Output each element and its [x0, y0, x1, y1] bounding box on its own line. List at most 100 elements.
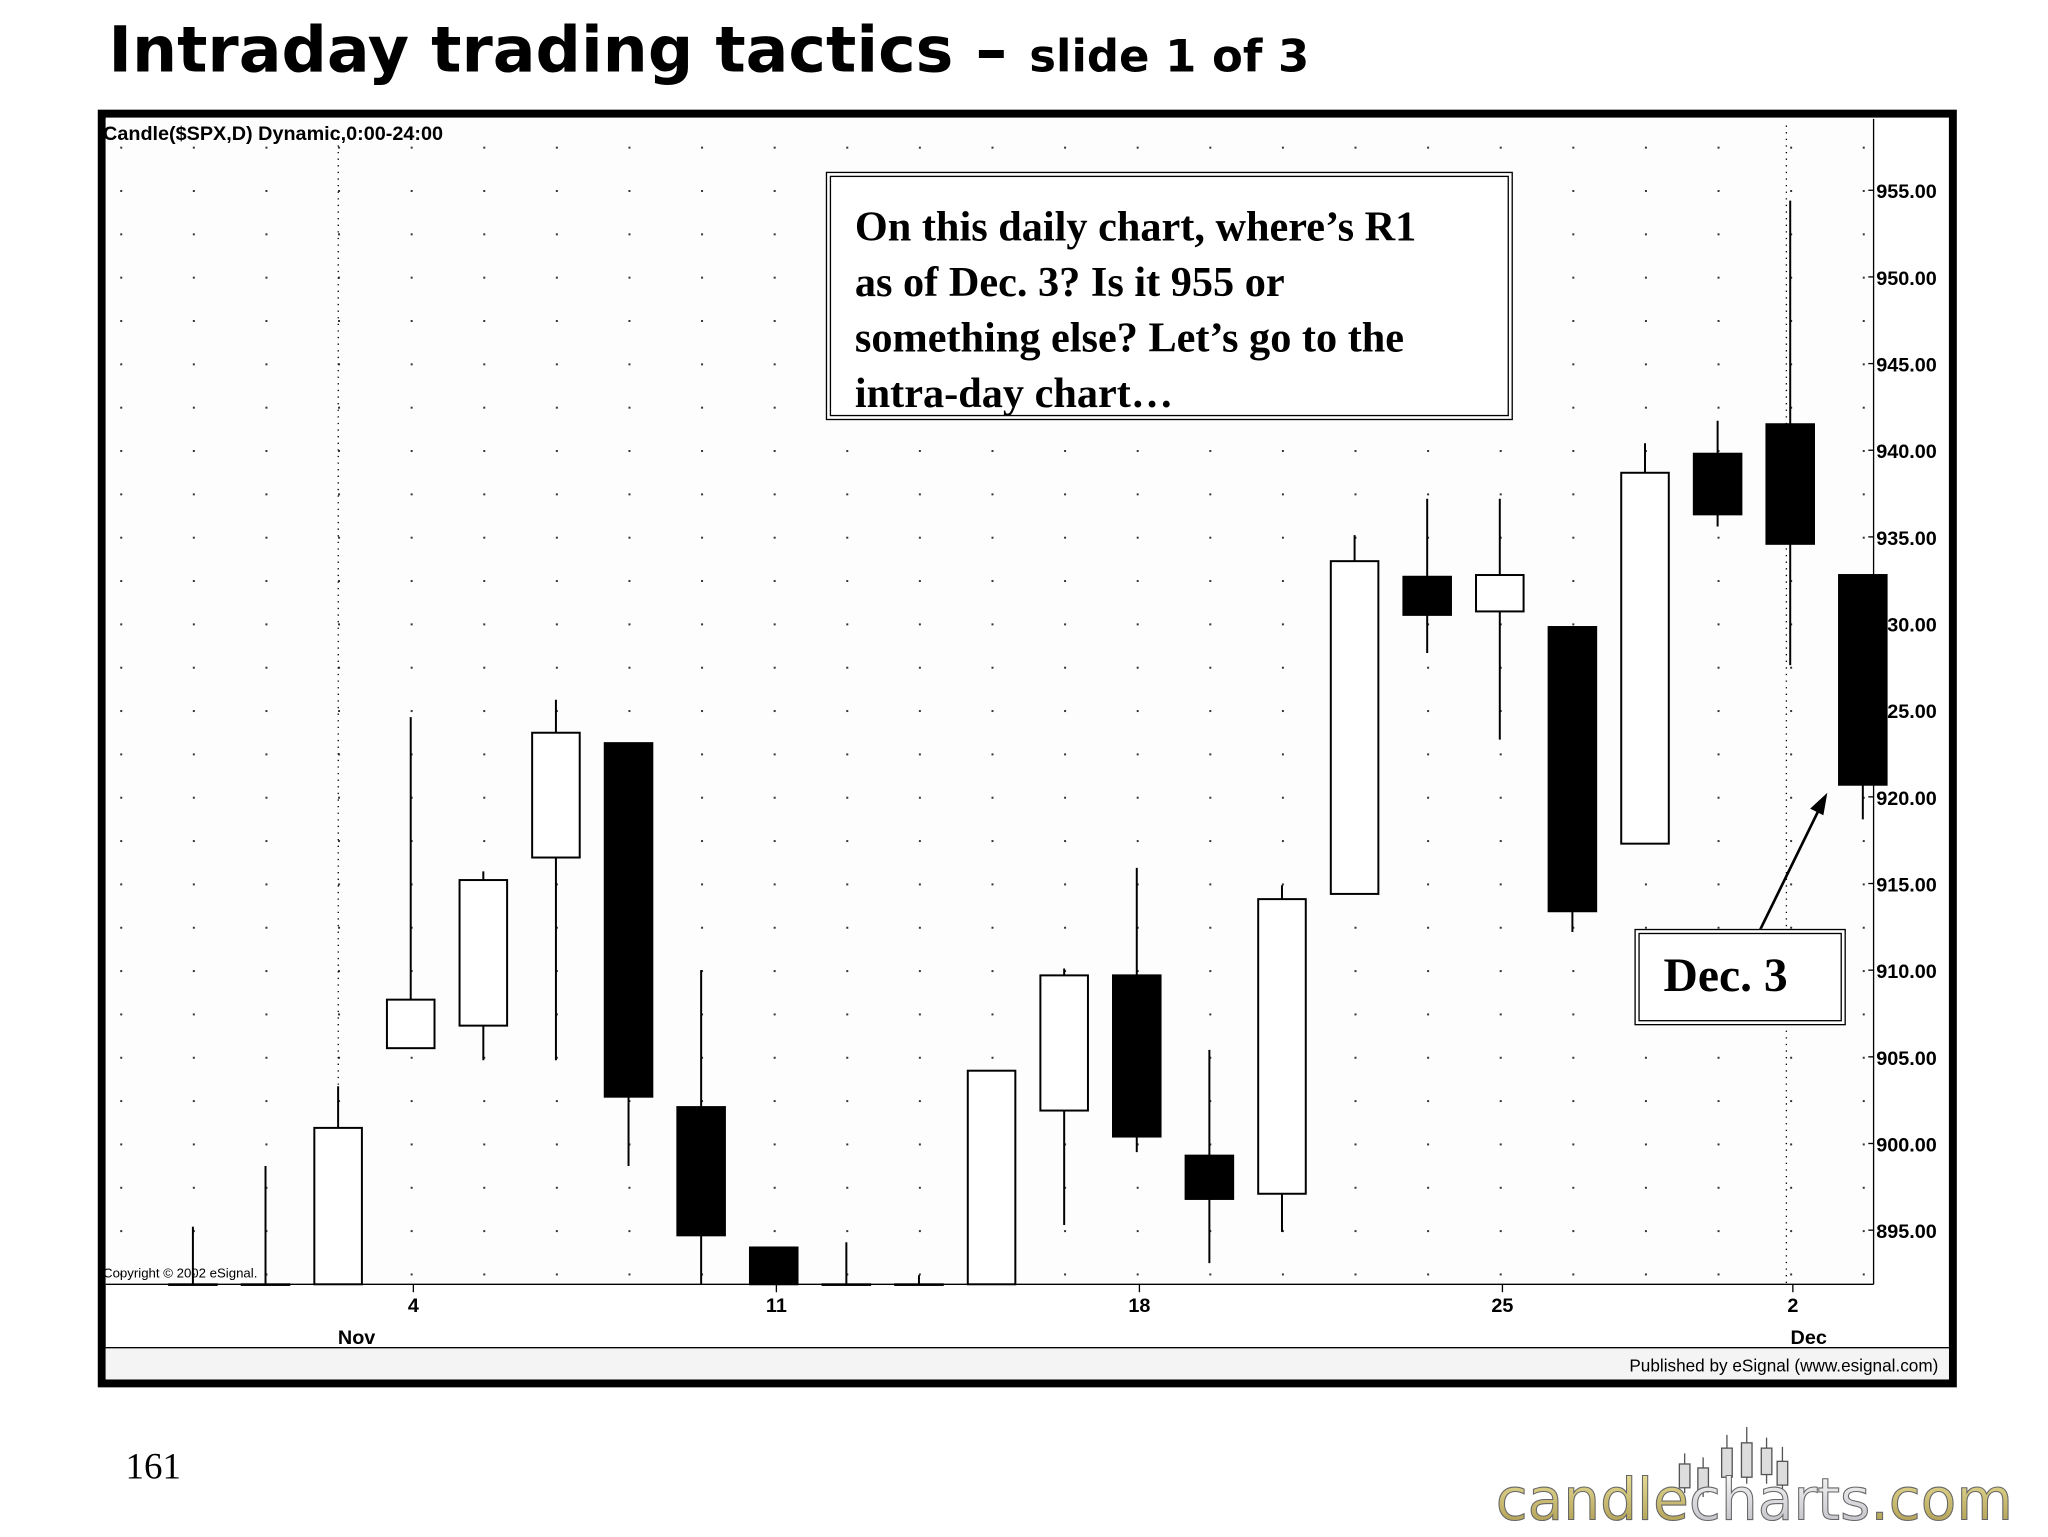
- grid-dot: [1790, 146, 1793, 149]
- grid-dot: [1717, 1100, 1720, 1103]
- grid-dot: [120, 580, 123, 583]
- grid-dot: [918, 450, 921, 453]
- candle: [1257, 885, 1307, 1232]
- grid-dot: [991, 753, 994, 756]
- grid-dot: [773, 623, 776, 626]
- grid-dot: [483, 580, 486, 583]
- grid-dot: [773, 233, 776, 236]
- x-axis-labels: 4 11 18 25 2 Nov Dec: [338, 1284, 1827, 1349]
- annotation-box: On this daily chart, where’s R1 as of De…: [825, 171, 1513, 421]
- logo-text-candle: candle: [1496, 1465, 1689, 1533]
- grid-dot: [701, 233, 704, 236]
- grid-dot: [410, 623, 413, 626]
- grid-dot: [991, 1013, 994, 1016]
- grid-dot: [1499, 493, 1502, 496]
- grid-dot: [483, 146, 486, 149]
- grid-dot: [846, 710, 849, 713]
- candle: [1620, 443, 1670, 845]
- grid-dot: [1862, 320, 1865, 322]
- grid-dot: [120, 1230, 123, 1233]
- candle-body: [1765, 423, 1815, 545]
- grid-dot: [1499, 1056, 1502, 1059]
- grid-dot: [1644, 190, 1647, 192]
- grid-dot: [410, 233, 413, 236]
- grid-dot: [410, 1056, 413, 1059]
- grid-dot: [1862, 363, 1865, 366]
- grid-dot: [338, 970, 341, 973]
- grid-dot: [1354, 1056, 1357, 1059]
- grid-dot: [846, 926, 849, 929]
- grid-dot: [846, 1056, 849, 1059]
- grid-dot: [773, 1230, 776, 1233]
- grid-dot: [1427, 450, 1430, 453]
- grid-dot: [120, 363, 123, 366]
- grid-dot: [1209, 1013, 1212, 1016]
- grid-dot: [1572, 1186, 1575, 1189]
- grid-dot: [773, 1143, 776, 1146]
- grid-dot: [1790, 710, 1793, 713]
- grid-dot: [192, 146, 195, 149]
- grid-dot: [1862, 276, 1865, 279]
- grid-dot: [1427, 753, 1430, 756]
- callout-arrow-line: [1757, 808, 1821, 934]
- candle-body: [313, 1126, 363, 1286]
- grid-dot: [1136, 623, 1139, 626]
- grid-dot: [483, 1230, 486, 1233]
- grid-dot: [1572, 580, 1575, 583]
- grid-dot: [1354, 450, 1357, 453]
- grid-dot: [918, 840, 921, 843]
- grid-dot: [1790, 1230, 1793, 1233]
- grid-dot: [1717, 1273, 1720, 1276]
- grid-dot: [192, 450, 195, 453]
- grid-dot: [701, 536, 704, 539]
- grid-dot: [1790, 190, 1793, 192]
- grid-dot: [918, 1230, 921, 1233]
- grid-dot: [1790, 1056, 1793, 1059]
- grid-dot: [1427, 926, 1430, 929]
- candle: [458, 871, 509, 1061]
- grid-dot: [265, 580, 268, 583]
- y-tick-label: 925.00: [1876, 701, 1937, 723]
- grid-dot: [410, 536, 413, 539]
- grid-dot: [1209, 710, 1212, 713]
- grid-dot: [1499, 796, 1502, 799]
- grid-dot: [1717, 580, 1720, 583]
- grid-dot: [701, 666, 704, 669]
- grid-dot: [120, 536, 123, 539]
- grid-dot: [991, 840, 994, 843]
- grid-dot: [1281, 536, 1284, 539]
- candle: [894, 1275, 944, 1286]
- grid-dot: [410, 710, 413, 713]
- grid-dot: [991, 796, 994, 799]
- page-number: 161: [125, 1446, 182, 1488]
- grid-dot: [628, 363, 631, 366]
- grid-dot: [918, 710, 921, 713]
- grid-dot: [918, 493, 921, 496]
- grid-dot: [192, 883, 195, 886]
- grid-dot: [1717, 406, 1720, 409]
- svg-text:candlecharts.com: candlecharts.com: [1496, 1465, 2013, 1533]
- grid-dot: [192, 970, 195, 973]
- grid-dot: [1572, 1230, 1575, 1233]
- grid-dot: [1572, 1056, 1575, 1059]
- grid-dot: [773, 796, 776, 799]
- x-tick-label: 25: [1491, 1295, 1513, 1317]
- grid-dot: [1862, 146, 1865, 149]
- grid-dot: [1499, 146, 1502, 149]
- candle: [1402, 498, 1452, 654]
- grid-dot: [991, 926, 994, 929]
- grid-dot: [483, 840, 486, 843]
- grid-dot: [1427, 840, 1430, 843]
- logo-candles-icon: [1678, 1426, 1789, 1498]
- grid-dot: [483, 1100, 486, 1103]
- grid-dot: [1644, 146, 1647, 149]
- y-tick-label: 930.00: [1876, 614, 1937, 636]
- grid-dot: [1717, 666, 1720, 669]
- grid-dot: [628, 233, 631, 236]
- grid-dot: [1136, 1230, 1139, 1233]
- candle-body: [1475, 574, 1525, 613]
- grid-dot: [1862, 1143, 1865, 1146]
- grid-dot: [265, 363, 268, 366]
- y-tick-label: 945.00: [1876, 355, 1937, 377]
- grid-dot: [1209, 970, 1212, 973]
